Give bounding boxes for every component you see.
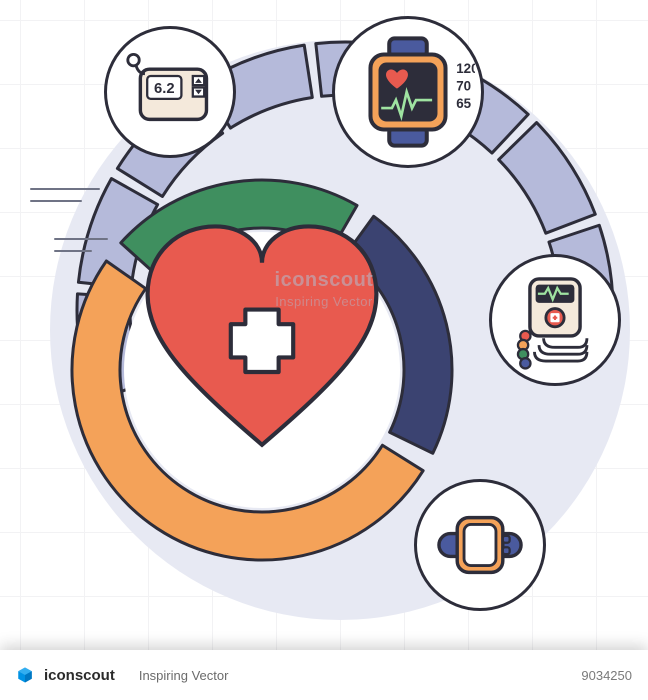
- leader-line: [30, 188, 100, 190]
- footer-author: Inspiring Vector: [139, 668, 229, 683]
- bp-cuff-icon: [423, 488, 537, 602]
- ecg-monitor-icon: [498, 263, 612, 377]
- svg-text:6.2: 6.2: [154, 81, 175, 97]
- svg-text:120: 120: [456, 61, 475, 76]
- heart-rate-watch-icon: 120 70 65: [341, 25, 475, 159]
- svg-text:70: 70: [456, 79, 471, 94]
- leader-line: [30, 200, 82, 202]
- leader-line: [54, 238, 108, 240]
- svg-text:65: 65: [456, 96, 471, 111]
- footer-brand: iconscout: [44, 667, 115, 684]
- footer-asset-id: 9034250: [581, 668, 632, 683]
- ecg-monitor-node: [489, 254, 621, 386]
- heart-rate-watch-node: 120 70 65: [332, 16, 484, 168]
- bp-cuff-node: [414, 479, 546, 611]
- iconscout-logo-icon: [16, 666, 34, 684]
- glucose-meter-node: 6.2: [104, 26, 236, 158]
- infographic-canvas: 6.21207065 iconscout Inspiring Vector: [0, 0, 648, 650]
- glucose-meter-icon: 6.2: [113, 35, 227, 149]
- attribution-footer: iconscout Inspiring Vector 9034250: [0, 650, 648, 700]
- leader-line: [54, 250, 92, 252]
